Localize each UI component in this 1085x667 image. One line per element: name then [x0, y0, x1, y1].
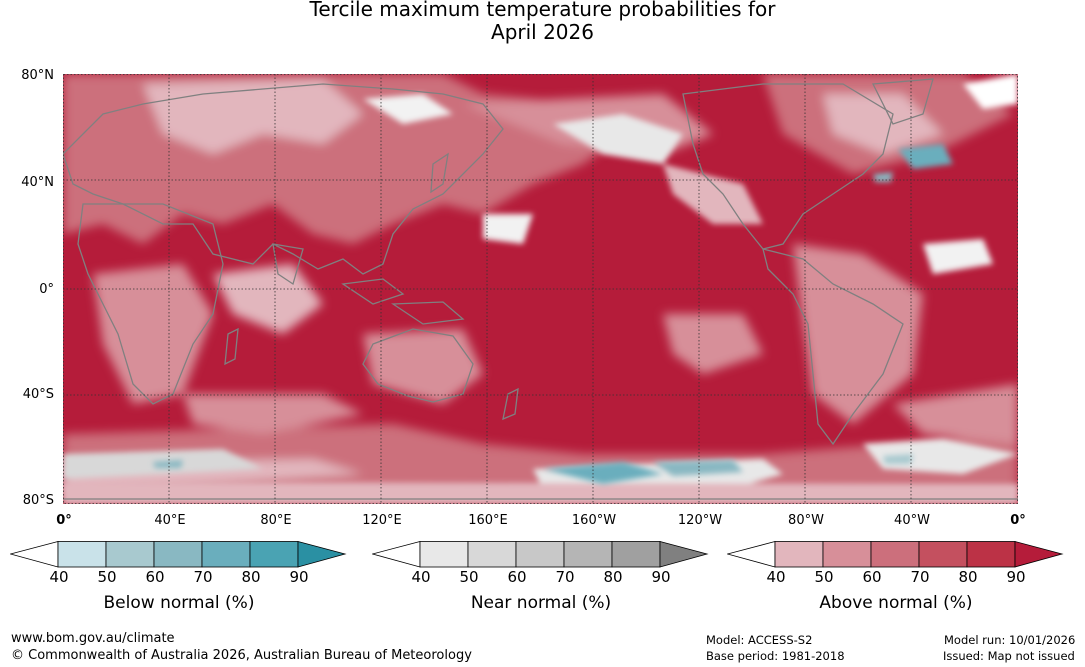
colorbar-segment — [563, 541, 613, 568]
colorbar-tick: 60 — [862, 568, 882, 586]
probability-map — [63, 74, 1018, 504]
model-run-date: Model run: 10/01/2026 — [944, 633, 1076, 647]
colorbar-segment — [249, 541, 299, 568]
colorbar-tick: 80 — [603, 568, 623, 586]
colorbar-segment — [201, 541, 251, 568]
colorbar-segment — [822, 541, 872, 568]
map-title-line2: April 2026 — [491, 20, 594, 44]
above-normal-colorbar — [727, 541, 1065, 568]
colorbar-tick: 90 — [651, 568, 671, 586]
lon-label-0: 0° — [56, 513, 72, 528]
colorbar-segment — [467, 541, 517, 568]
below-normal-colorbar — [10, 541, 348, 568]
colorbar-segment — [774, 541, 824, 568]
colorbar-tick: 90 — [289, 568, 309, 586]
colorbar-segment — [611, 541, 661, 568]
colorbar-tick: 70 — [910, 568, 930, 586]
near-normal-colorbar — [372, 541, 710, 568]
near-normal-title: Near normal (%) — [470, 593, 612, 613]
colorbar-extend-high — [1014, 541, 1064, 568]
lat-label-0: 0° — [39, 282, 54, 297]
colorbar-tick: 70 — [193, 568, 213, 586]
model-name: Model: ACCESS-S2 — [706, 633, 813, 647]
lat-label-40n: 40°N — [21, 175, 54, 190]
map-frame — [63, 74, 1018, 504]
graticule — [63, 74, 1018, 504]
map-title-line1: Tercile maximum temperature probabilitie… — [309, 0, 776, 21]
lon-label-40e: 40°E — [154, 513, 186, 528]
colorbar-tick: 50 — [814, 568, 834, 586]
lon-label-80w: 80°W — [788, 513, 824, 528]
colorbar-tick: 80 — [958, 568, 978, 586]
issued-status: Issued: Map not issued — [943, 649, 1075, 663]
colorbar-segment — [105, 541, 155, 568]
website-link[interactable]: www.bom.gov.au/climate — [11, 631, 175, 646]
colorbar-segment — [419, 541, 469, 568]
lon-label-120e: 120°E — [362, 513, 402, 528]
lon-label-120w: 120°W — [677, 513, 723, 528]
colorbar-tick: 40 — [766, 568, 786, 586]
colorbar-extend-low — [10, 541, 59, 568]
colorbar-tick: 60 — [507, 568, 527, 586]
colorbar-segment — [870, 541, 920, 568]
colorbar-tick: 60 — [145, 568, 165, 586]
colorbar-extend-high — [659, 541, 709, 568]
lat-label-40s: 40°S — [22, 387, 54, 402]
coastlines — [63, 78, 1018, 500]
colorbar-segment — [153, 541, 203, 568]
lat-label-80s: 80°S — [22, 493, 54, 508]
lon-label-160e: 160°E — [468, 513, 508, 528]
colorbar-segment — [918, 541, 968, 568]
copyright-text: © Commonwealth of Australia 2026, Austra… — [11, 648, 472, 663]
colorbar-segment — [515, 541, 565, 568]
colorbar-tick: 70 — [555, 568, 575, 586]
colorbar-tick: 90 — [1006, 568, 1026, 586]
colorbar-tick: 40 — [411, 568, 431, 586]
base-period: Base period: 1981-2018 — [706, 649, 845, 663]
lon-label-0-east: 0° — [1010, 513, 1026, 528]
lon-label-40w: 40°W — [894, 513, 930, 528]
lon-label-80e: 80°E — [260, 513, 292, 528]
below-normal-title: Below normal (%) — [103, 593, 255, 613]
colorbar-extend-low — [372, 541, 421, 568]
above-normal-lighter-patches — [63, 74, 1018, 504]
colorbar-tick: 40 — [49, 568, 69, 586]
colorbar-extend-high — [297, 541, 347, 568]
lon-label-160w: 160°W — [571, 513, 617, 528]
colorbar-tick: 50 — [459, 568, 479, 586]
above-normal-title: Above normal (%) — [819, 593, 973, 613]
colorbar-tick: 80 — [241, 568, 261, 586]
colorbar-extend-low — [727, 541, 776, 568]
below-normal-patches — [153, 144, 953, 484]
colorbar-tick: 50 — [97, 568, 117, 586]
colorbar-segment — [966, 541, 1016, 568]
colorbar-segment — [57, 541, 107, 568]
lat-label-80n: 80°N — [21, 68, 54, 83]
